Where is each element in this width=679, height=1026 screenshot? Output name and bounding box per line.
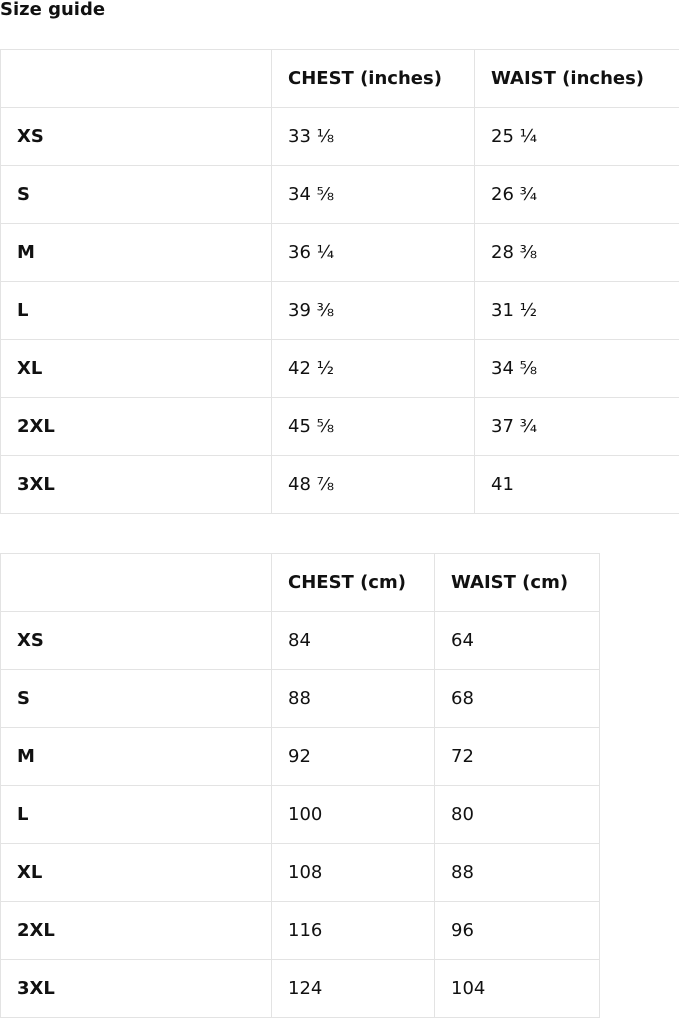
size-label: 3XL <box>0 959 272 1018</box>
waist-value: 72 <box>434 727 600 786</box>
table-row: XL 108 88 <box>0 843 600 902</box>
waist-value: 28 ⅜ <box>474 223 679 282</box>
chest-value: 124 <box>271 959 435 1018</box>
chest-value: 48 ⅞ <box>271 455 475 514</box>
waist-value: 64 <box>434 611 600 670</box>
chest-value: 45 ⅝ <box>271 397 475 456</box>
waist-value: 104 <box>434 959 600 1018</box>
page-title: Size guide <box>0 0 106 20</box>
waist-value: 26 ¾ <box>474 165 679 224</box>
size-label: M <box>0 727 272 786</box>
column-header: CHEST (inches) <box>271 49 475 108</box>
table-row: 2XL 116 96 <box>0 901 600 960</box>
size-label: 2XL <box>0 901 272 960</box>
chest-value: 84 <box>271 611 435 670</box>
size-label: S <box>0 669 272 728</box>
waist-value: 80 <box>434 785 600 844</box>
waist-value: 41 <box>474 455 679 514</box>
waist-value: 88 <box>434 843 600 902</box>
table-row: 3XL 48 ⅞ 41 <box>0 455 679 514</box>
table-row: 2XL 45 ⅝ 37 ¾ <box>0 397 679 456</box>
chest-value: 36 ¼ <box>271 223 475 282</box>
column-header <box>0 553 272 612</box>
size-label: L <box>0 281 272 340</box>
table-row: M 36 ¼ 28 ⅜ <box>0 223 679 282</box>
table-header-row: CHEST (cm) WAIST (cm) <box>0 553 600 612</box>
size-label: XL <box>0 843 272 902</box>
size-label: 3XL <box>0 455 272 514</box>
table-row: XS 84 64 <box>0 611 600 670</box>
chest-value: 100 <box>271 785 435 844</box>
chest-value: 42 ½ <box>271 339 475 398</box>
waist-value: 96 <box>434 901 600 960</box>
size-label: XS <box>0 107 272 166</box>
size-label: XL <box>0 339 272 398</box>
size-label: XS <box>0 611 272 670</box>
chest-value: 39 ⅜ <box>271 281 475 340</box>
waist-value: 25 ¼ <box>474 107 679 166</box>
waist-value: 68 <box>434 669 600 728</box>
waist-value: 34 ⅝ <box>474 339 679 398</box>
chest-value: 88 <box>271 669 435 728</box>
table-row: L 39 ⅜ 31 ½ <box>0 281 679 340</box>
column-header: WAIST (cm) <box>434 553 600 612</box>
table-row: L 100 80 <box>0 785 600 844</box>
chest-value: 34 ⅝ <box>271 165 475 224</box>
chest-value: 116 <box>271 901 435 960</box>
table-row: 3XL 124 104 <box>0 959 600 1018</box>
size-label: 2XL <box>0 397 272 456</box>
column-header: CHEST (cm) <box>271 553 435 612</box>
size-label: L <box>0 785 272 844</box>
column-header <box>0 49 272 108</box>
table-row: S 88 68 <box>0 669 600 728</box>
column-header: WAIST (inches) <box>474 49 679 108</box>
chest-value: 92 <box>271 727 435 786</box>
table-header-row: CHEST (inches) WAIST (inches) <box>0 49 679 108</box>
size-table-cm: CHEST (cm) WAIST (cm) XS 84 64 S 88 68 M 92 72 L 10… <box>0 553 600 1018</box>
waist-value: 37 ¾ <box>474 397 679 456</box>
table-row: S 34 ⅝ 26 ¾ <box>0 165 679 224</box>
size-label: M <box>0 223 272 282</box>
chest-value: 108 <box>271 843 435 902</box>
table-row: XS 33 ⅛ 25 ¼ <box>0 107 679 166</box>
table-row: XL 42 ½ 34 ⅝ <box>0 339 679 398</box>
waist-value: 31 ½ <box>474 281 679 340</box>
size-label: S <box>0 165 272 224</box>
chest-value: 33 ⅛ <box>271 107 475 166</box>
table-row: M 92 72 <box>0 727 600 786</box>
